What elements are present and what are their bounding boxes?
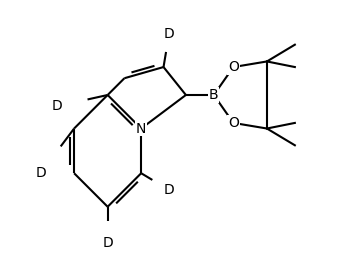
Text: D: D bbox=[164, 27, 175, 40]
Text: B: B bbox=[209, 88, 219, 102]
Text: D: D bbox=[102, 236, 113, 250]
Text: N: N bbox=[136, 121, 146, 136]
Text: O: O bbox=[228, 60, 239, 74]
Text: D: D bbox=[52, 99, 63, 113]
Text: D: D bbox=[35, 166, 46, 180]
Text: O: O bbox=[228, 116, 239, 130]
Text: D: D bbox=[164, 183, 175, 197]
